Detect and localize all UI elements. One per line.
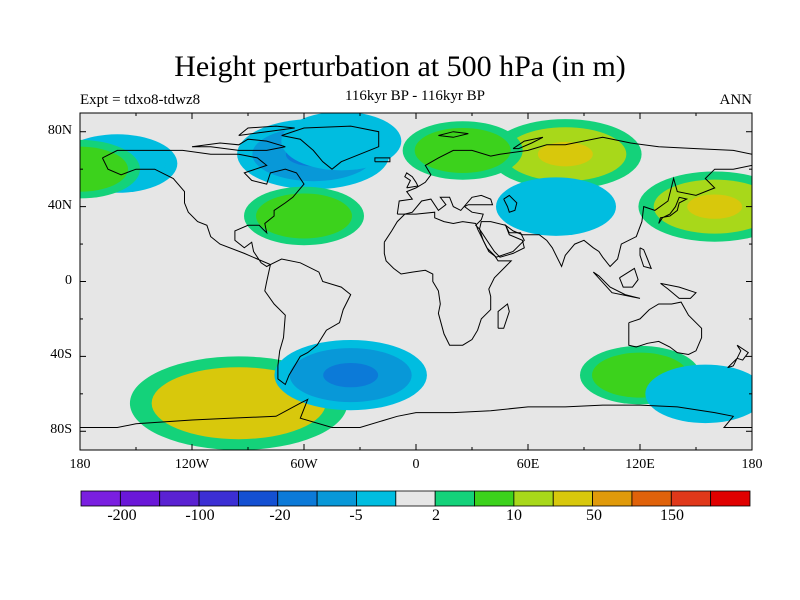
colorbar-label: 50 [586,507,602,524]
lat-tick-label: 80S [50,422,72,438]
colorbar-label: -20 [269,507,291,524]
coastline [238,125,295,136]
lon-tick-label: 120W [174,457,210,472]
colorbar-swatch [80,490,121,507]
colorbar-swatch [631,490,672,507]
coastline [479,221,525,258]
contour-blob [256,193,352,239]
colorbar-swatch [316,490,357,507]
contour-blob-core [199,386,278,420]
colorbar-label: -5 [349,507,363,524]
contour-blob [508,184,604,230]
coastline [101,149,305,268]
coastline [383,211,513,346]
colorbar [80,490,751,507]
coastline [592,271,641,299]
map-field [80,113,752,450]
coastline [727,344,750,369]
coastline [264,258,352,386]
coastline [191,138,286,151]
chart-subtitle: 116kyr BP - 116kyr BP [344,88,485,104]
colorbar-swatch [474,490,515,507]
contour-blob [80,146,128,192]
experiment-label: Expt = tdxo8-tdwz8 [80,92,201,108]
colorbar-swatch [119,490,161,507]
lon-tick-label: 60E [516,457,540,472]
contour-blob-core [687,194,743,219]
colorbar-label: 2 [432,507,440,524]
coastline [660,282,697,299]
lon-tick-label: 180 [741,457,763,472]
coastline [80,398,752,428]
colorbar-swatch [670,490,712,507]
colorbar-swatch [198,490,239,507]
colorbar-swatch [513,490,554,507]
colorbar-swatch [395,490,436,507]
lon-tick-label: 60W [290,457,318,472]
chart-title: Height perturbation at 500 hPa (in m) [174,50,626,83]
coastline [396,136,752,215]
coastline [281,125,380,170]
coastlines [80,125,752,428]
colorbar-label: -200 [107,507,137,524]
colorbar-swatch [159,490,200,507]
lat-tick-label: 40S [50,347,72,363]
colorbar-swatch [592,490,633,507]
lon-tick-label: 120E [625,457,655,472]
colorbar-label: -100 [185,507,215,524]
coastline [619,267,639,288]
coastline [503,194,518,213]
coastline [497,303,510,329]
lon-tick-label: 180 [69,457,91,472]
coastline [374,157,391,163]
contour-blob [293,118,390,164]
contour-blob [657,371,752,417]
colorbar-swatch [277,490,318,507]
coastline [512,136,544,150]
coastline [438,131,469,138]
coastline [404,172,419,189]
coastline [639,247,653,270]
colorbar-swatch [710,490,751,507]
lat-tick-label: 40N [47,197,72,213]
lat-tick-label: 0 [65,272,72,288]
lon-tick-label: 0 [412,457,420,472]
colorbar-swatch [238,490,279,507]
colorbar-swatch [356,490,397,507]
contour-blob-core [537,142,593,167]
contour-blob-core [323,362,379,388]
lat-tick-label: 80N [47,122,72,138]
colorbar-swatch [434,490,475,507]
axis-ticks [79,113,753,450]
colorbar-label: 10 [506,507,522,524]
coastline [658,196,689,224]
colorbar-label: 150 [660,507,684,524]
colorbar-swatch [552,490,593,507]
season-label: ANN [719,92,753,108]
coastline [628,301,703,356]
